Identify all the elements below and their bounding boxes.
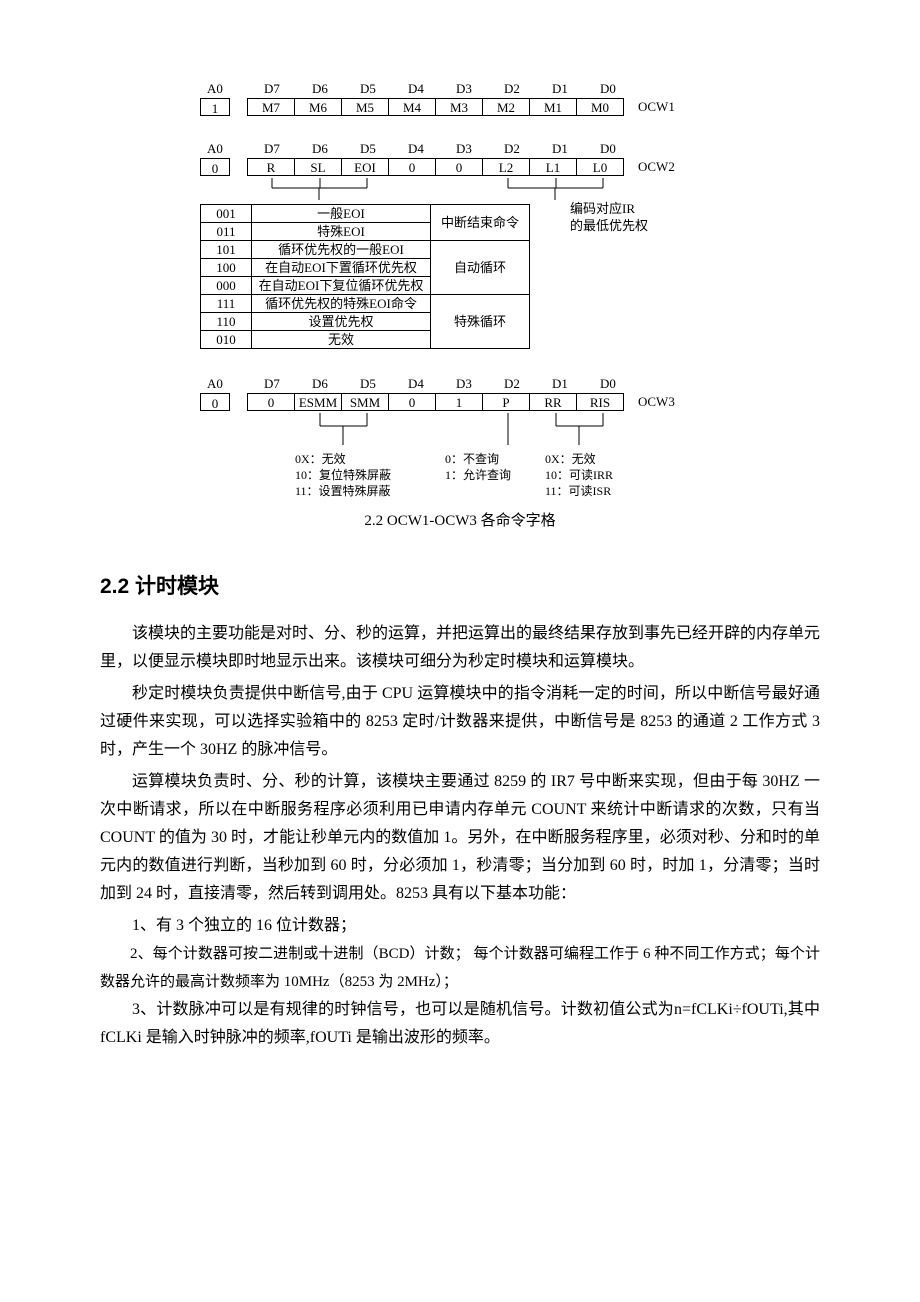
ocw3-notes-left: 0X：无效 10：复位特殊屏蔽 11：设置特殊屏蔽 <box>295 451 445 499</box>
ocw-register-diagram: A0 D7 D6 D5 D4 D3 D2 D1 D0 1 M7 M6 M5 M4… <box>200 80 820 499</box>
ocw3-bit-values: 0 0 ESMM SMM 0 1 P RR RIS OCW3 <box>200 393 820 411</box>
a0-value: 1 <box>200 98 230 116</box>
section-heading: 2.2 计时模块 <box>100 570 820 600</box>
ocw2-bit-labels: A0 D7 D6 D5 D4 D3 D2 D1 D0 <box>200 140 820 158</box>
ocw2-right-note: 编码对应IR 的最低优先权 <box>570 200 648 349</box>
ocw2-connector-lines <box>248 178 748 200</box>
ocw2-bit-values: 0 R SL EOI 0 0 L2 L1 L0 OCW2 <box>200 158 820 176</box>
ocw1-bit-values: 1 M7 M6 M5 M4 M3 M2 M1 M0 OCW1 <box>200 98 820 116</box>
ocw1-bit-labels: A0 D7 D6 D5 D4 D3 D2 D1 D0 <box>200 80 820 98</box>
ocw3-notes-mid: 0：不查询 1：允许查询 <box>445 451 545 499</box>
list-item-1: 1、有 3 个独立的 16 位计数器； <box>100 912 820 940</box>
ocw3-notes-right: 0X：无效 10：可读IRR 11：可读ISR <box>545 451 613 499</box>
ocw2-name: OCW2 <box>638 158 675 176</box>
ocw3-name: OCW3 <box>638 393 675 411</box>
ocw3-connector-lines <box>248 413 748 445</box>
a0-label: A0 <box>200 80 230 98</box>
list-item-3: 3、计数脉冲可以是有规律的时钟信号，也可以是随机信号。计数初值公式为n=fCLK… <box>100 996 820 1052</box>
ocw3-bit-labels: A0 D7 D6 D5 D4 D3 D2 D1 D0 <box>200 375 820 393</box>
figure-caption: 2.2 OCW1-OCW3 各命令字格 <box>100 509 820 530</box>
paragraph-1: 该模块的主要功能是对时、分、秒的运算，并把运算出的最终结果存放到事先已经开辟的内… <box>100 620 820 676</box>
list-item-2: 2、每个计数器可按二进制或十进制（BCD）计数； 每个计数器可编程工作于 6 种… <box>100 940 820 996</box>
ocw2-mode-table: 001 一般EOI 中断结束命令 011 特殊EOI 101 循环优先权的一般E… <box>200 204 530 349</box>
paragraph-2: 秒定时模块负责提供中断信号,由于 CPU 运算模块中的指令消耗一定的时间，所以中… <box>100 680 820 764</box>
ocw1-name: OCW1 <box>638 98 675 116</box>
paragraph-3: 运算模块负责时、分、秒的计算，该模块主要通过 8259 的 IR7 号中断来实现… <box>100 768 820 908</box>
